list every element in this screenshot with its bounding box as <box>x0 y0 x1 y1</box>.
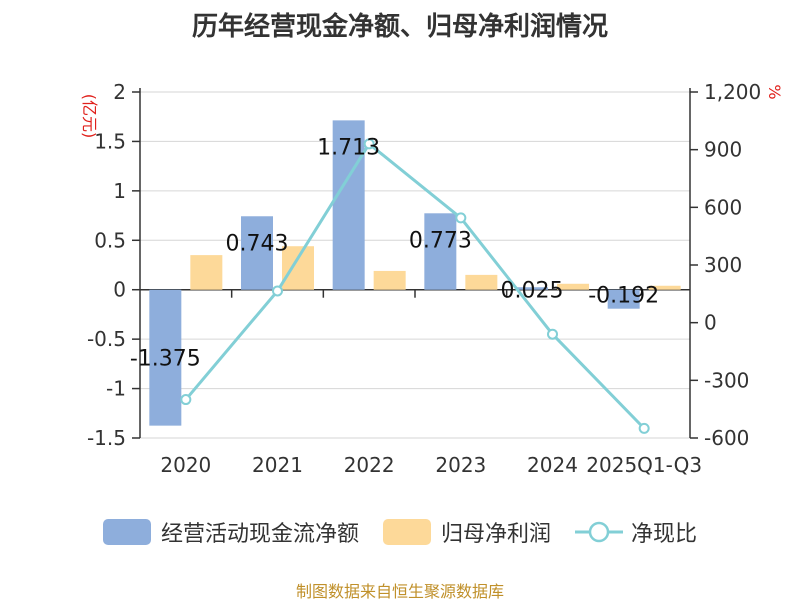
x-tick-label: 2021 <box>252 453 303 477</box>
line-ratio <box>184 141 646 430</box>
data-label-cash-flow: 0.773 <box>409 228 472 253</box>
data-label-cash-flow: 1.713 <box>317 135 380 160</box>
legend: 经营活动现金流净额 归母净利润 净现比 <box>0 516 800 548</box>
point-ratio <box>180 394 192 406</box>
source-note: 制图数据来自恒生聚源数据库 <box>295 582 504 601</box>
legend-item-ratio[interactable]: 净现比 <box>575 516 697 548</box>
bar-cash-flow <box>149 289 182 426</box>
left-axis-unit: (亿元) <box>80 94 99 139</box>
legend-item-cash-flow[interactable]: 经营活动现金流净额 <box>102 516 359 548</box>
legend-label-ratio: 净现比 <box>631 522 698 547</box>
point-ratio <box>272 285 283 297</box>
bar-net-profit <box>190 255 223 290</box>
right-axis-unit: % <box>765 84 784 99</box>
point-ratio <box>638 422 650 434</box>
bar-cash-flow <box>241 216 273 290</box>
bar-cash-flow <box>332 120 365 290</box>
data-label-cash-flow: -0.192 <box>588 284 659 309</box>
bar-cash-flow <box>424 213 457 290</box>
point-ratio <box>363 138 375 150</box>
bar-net-profit <box>282 246 314 290</box>
left-tick-label: -1.5 <box>87 426 126 450</box>
bar-net-profit <box>557 283 589 290</box>
bar-cash-flow <box>607 289 640 309</box>
point-ratio <box>455 212 467 224</box>
x-tick-label: 2024 <box>527 453 578 477</box>
bar-net-profit <box>648 285 681 290</box>
legend-swatch-net-profit <box>382 519 431 545</box>
left-tick-label: -0.5 <box>87 327 126 351</box>
left-tick-label: 1 <box>113 179 126 203</box>
chart-title: 历年经营现金净额、归母净利润情况 <box>191 12 608 42</box>
right-tick-label: -600 <box>704 426 749 450</box>
right-tick-label: 300 <box>704 253 742 277</box>
legend-label-net-profit: 归母净利润 <box>440 522 551 547</box>
legend-item-net-profit[interactable]: 归母净利润 <box>382 516 551 548</box>
data-label-cash-flow: -1.375 <box>130 347 201 372</box>
x-tick-label: 2023 <box>435 453 486 477</box>
legend-swatch-cash-flow <box>102 519 151 545</box>
left-tick-label: 0.5 <box>94 228 126 252</box>
right-tick-label: 600 <box>704 195 742 219</box>
bar-net-profit <box>373 270 406 290</box>
x-tick-label: 2022 <box>344 453 395 477</box>
legend-line-ratio-icon <box>575 521 623 543</box>
x-tick-label: 2020 <box>160 453 211 477</box>
right-tick-label: 900 <box>704 138 742 162</box>
point-ratio <box>547 328 558 340</box>
left-tick-label: 2 <box>113 80 126 104</box>
right-tick-label: 0 <box>704 311 717 335</box>
data-label-cash-flow: 0.743 <box>226 231 289 256</box>
right-tick-label: -300 <box>704 368 749 392</box>
data-label-cash-flow: 0.025 <box>501 279 564 304</box>
left-tick-label: 1.5 <box>94 129 126 153</box>
right-tick-label: 1,200 <box>704 80 761 104</box>
x-tick-label: 2025Q1-Q3 <box>586 453 702 477</box>
bar-net-profit <box>465 274 498 290</box>
left-tick-label: 0 <box>113 278 126 302</box>
legend-label-cash-flow: 经营活动现金流净额 <box>160 522 359 547</box>
bar-cash-flow <box>516 287 548 290</box>
left-tick-label: -1 <box>106 377 126 401</box>
